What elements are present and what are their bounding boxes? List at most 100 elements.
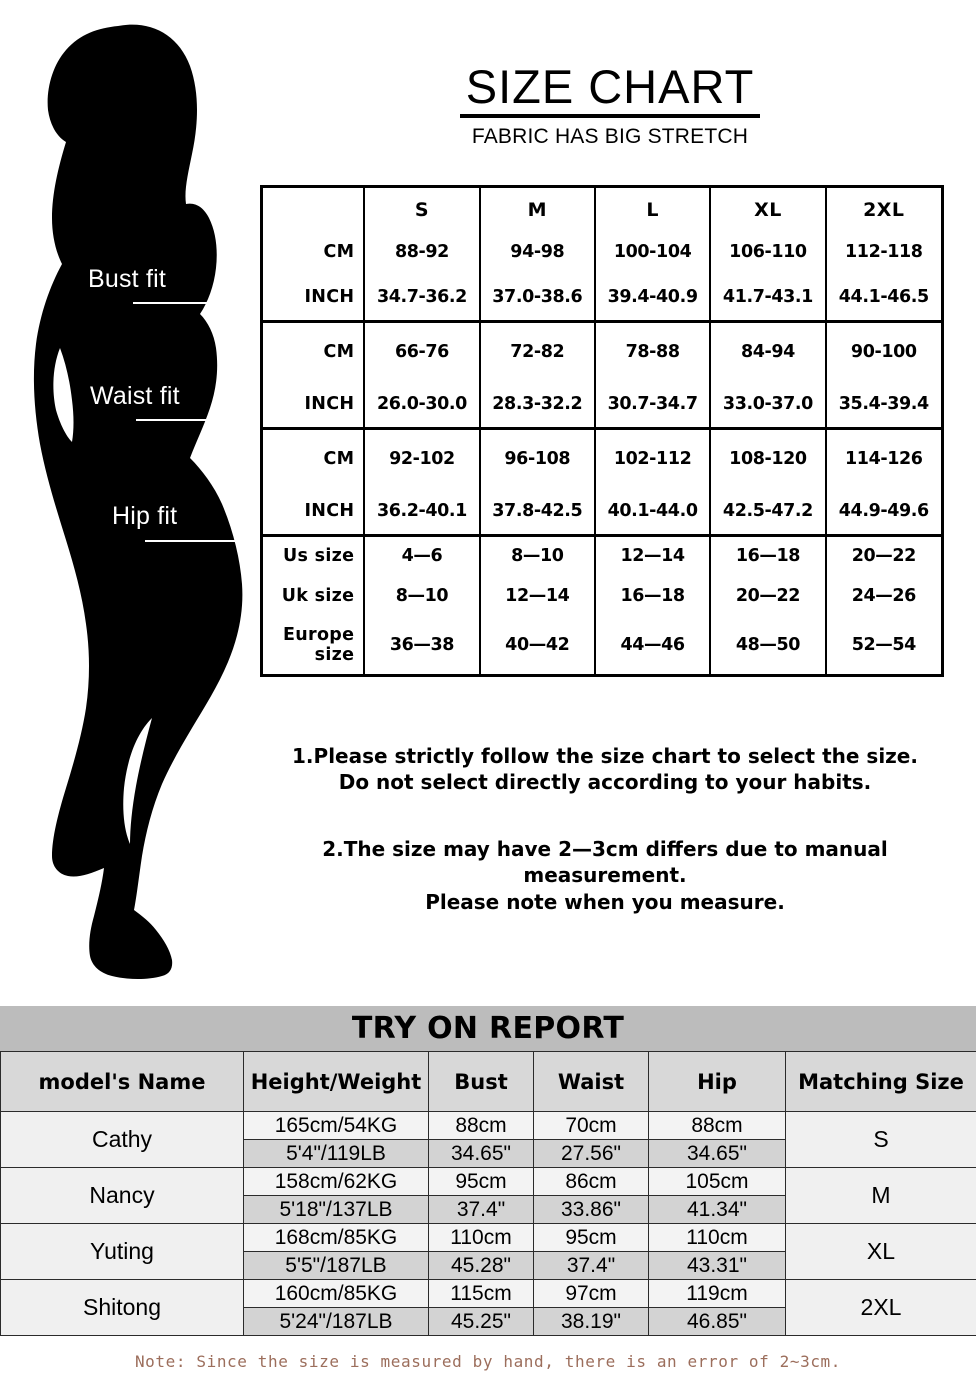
shitong-waist-imperial: 38.19"	[533, 1307, 649, 1336]
hip-inch-xl: 42.5-47.2	[709, 488, 826, 537]
shitong-matching-size: 2XL	[785, 1279, 976, 1336]
table-row: 5'18"/137LB 37.4" 33.86" 41.34"	[1, 1195, 976, 1224]
note-one-line-two: Do not select directly according to your…	[338, 770, 872, 795]
size-header-s: S	[363, 188, 480, 229]
waist-inch-l: 30.7-34.7	[593, 381, 711, 430]
hip-fit-rule	[145, 540, 263, 542]
table-row: Shitong 160cm/85KG 115cm 97cm 119cm 2XL	[0, 1279, 976, 1336]
bust-inch-2xl: 44.1-46.5	[824, 274, 941, 323]
row-label-waist-cm: CM	[323, 342, 355, 363]
cathy-waist-metric: 70cm	[533, 1111, 649, 1140]
europe-size-m: 40—42	[478, 616, 595, 674]
bottom-disclaimer-note: Note: Since the size is measured by hand…	[134, 1352, 842, 1371]
bust-inch-l: 39.4-40.9	[593, 274, 711, 323]
cathy-bust-metric: 88cm	[428, 1111, 534, 1140]
bust-inch-s: 34.7-36.2	[363, 274, 480, 323]
table-row-us-size: Us size 4—6 8—10 12—14 16—18 20—22	[263, 535, 941, 576]
uk-size-xl: 20—22	[709, 575, 826, 617]
table-row: Cathy 165cm/54KG 88cm 70cm 88cm S	[0, 1111, 976, 1168]
uk-size-s: 8—10	[363, 575, 480, 617]
us-size-2xl: 20—22	[824, 535, 941, 576]
table-row-uk-size: Uk size 8—10 12—14 16—18 20—22 24—26	[263, 575, 941, 617]
size-header-2xl: 2XL	[824, 188, 941, 229]
uk-size-2xl: 24—26	[824, 575, 941, 617]
us-size-xl: 16—18	[709, 535, 826, 576]
waist-fit-rule	[136, 419, 263, 421]
waist-inch-2xl: 35.4-39.4	[824, 381, 941, 430]
page-title: SIZE CHART	[459, 62, 761, 119]
size-measurement-table: S M L XL 2XL CM 88-92 94-98 100-104 106-…	[260, 185, 944, 677]
corner-cell	[263, 188, 364, 229]
title-block: SIZE CHART FABRIC HAS BIG STRETCH	[260, 62, 960, 149]
row-label-us-size: Us size	[283, 546, 355, 567]
yuting-waist-metric: 95cm	[533, 1223, 649, 1252]
row-label-europe-size: Europe size	[283, 625, 355, 666]
note-two-line-two: Please note when you measure.	[425, 889, 785, 914]
page-subtitle: FABRIC HAS BIG STRETCH	[471, 125, 749, 149]
table-row: 5'24"/187LB 45.25" 38.19" 46.85"	[1, 1307, 976, 1336]
model-name-yuting: Yuting	[0, 1223, 244, 1280]
size-header-xl: XL	[709, 188, 826, 229]
cathy-height-weight-metric: 165cm/54KG	[243, 1111, 429, 1140]
us-size-l: 12—14	[593, 535, 711, 576]
waist-cm-m: 72-82	[478, 321, 595, 382]
model-name-nancy: Nancy	[0, 1167, 244, 1224]
table-row: Yuting 168cm/85KG 110cm 95cm 110cm XL	[0, 1223, 976, 1280]
shitong-height-weight-metric: 160cm/85KG	[243, 1279, 429, 1308]
cathy-hip-imperial: 34.65"	[648, 1139, 786, 1168]
notes-block: 1.Please strictly follow the size chart …	[255, 743, 955, 915]
nancy-bust-imperial: 37.4"	[428, 1195, 534, 1224]
us-size-m: 8—10	[478, 535, 595, 576]
hip-cm-m: 96-108	[478, 428, 595, 489]
table-row-waist-inch: INCH 26.0-30.0 28.3-32.2 30.7-34.7 33.0-…	[263, 381, 941, 430]
note-two: 2.The size may have 2—3cm differs due to…	[255, 836, 955, 915]
shitong-bust-metric: 115cm	[428, 1279, 534, 1308]
bust-cm-l: 100-104	[593, 228, 711, 275]
shitong-bust-imperial: 45.25"	[428, 1307, 534, 1336]
table-row: 5'5"/187LB 45.28" 37.4" 43.31"	[1, 1251, 976, 1280]
waist-cm-xl: 84-94	[709, 321, 826, 382]
hip-inch-s: 36.2-40.1	[363, 488, 480, 537]
column-header-hip: Hip	[648, 1051, 786, 1112]
nancy-waist-imperial: 33.86"	[533, 1195, 649, 1224]
column-header-waist: Waist	[533, 1051, 649, 1112]
table-row-size-headers: S M L XL 2XL	[263, 188, 941, 229]
row-label-bust-cm: CM	[323, 241, 355, 262]
us-size-s: 4—6	[363, 535, 480, 576]
shitong-waist-metric: 97cm	[533, 1279, 649, 1308]
hip-fit-label: Hip fit	[112, 502, 178, 530]
table-row-europe-size: Europe size 36—38 40—42 44—46 48—50 52—5…	[263, 616, 941, 674]
yuting-bust-metric: 110cm	[428, 1223, 534, 1252]
table-header-row: model's Name Height/Weight Bust Waist Hi…	[0, 1051, 976, 1112]
nancy-matching-size: M	[785, 1167, 976, 1224]
note-one-line-one: 1.Please strictly follow the size chart …	[292, 744, 918, 768]
hip-cm-l: 102-112	[593, 428, 711, 489]
yuting-hip-imperial: 43.31"	[648, 1251, 786, 1280]
table-row-waist-cm: CM 66-76 72-82 78-88 84-94 90-100	[263, 321, 941, 382]
cathy-height-weight-imperial: 5'4"/119LB	[243, 1139, 429, 1168]
bust-cm-s: 88-92	[363, 228, 480, 275]
bust-inch-m: 37.0-38.6	[478, 274, 595, 323]
nancy-height-weight-metric: 158cm/62KG	[243, 1167, 429, 1196]
table-row-bust-cm: CM 88-92 94-98 100-104 106-110 112-118	[263, 228, 941, 275]
column-header-bust: Bust	[428, 1051, 534, 1112]
europe-size-xl: 48—50	[709, 616, 826, 674]
waist-fit-label: Waist fit	[90, 382, 180, 410]
waist-inch-m: 28.3-32.2	[478, 381, 595, 430]
bust-cm-m: 94-98	[478, 228, 595, 275]
size-header-m: M	[478, 188, 595, 229]
nancy-hip-metric: 105cm	[648, 1167, 786, 1196]
try-on-report-section: TRY ON REPORT model's Name Height/Weight…	[0, 1006, 976, 1336]
bust-inch-xl: 41.7-43.1	[709, 274, 826, 323]
waist-cm-s: 66-76	[363, 321, 480, 382]
waist-cm-l: 78-88	[593, 321, 711, 382]
yuting-hip-metric: 110cm	[648, 1223, 786, 1252]
uk-size-l: 16—18	[593, 575, 711, 617]
cathy-matching-size: S	[785, 1111, 976, 1168]
hip-cm-2xl: 114-126	[824, 428, 941, 489]
hip-inch-2xl: 44.9-49.6	[824, 488, 941, 537]
try-on-report-title: TRY ON REPORT	[0, 1006, 976, 1051]
model-name-cathy: Cathy	[0, 1111, 244, 1168]
waist-inch-xl: 33.0-37.0	[709, 381, 826, 430]
